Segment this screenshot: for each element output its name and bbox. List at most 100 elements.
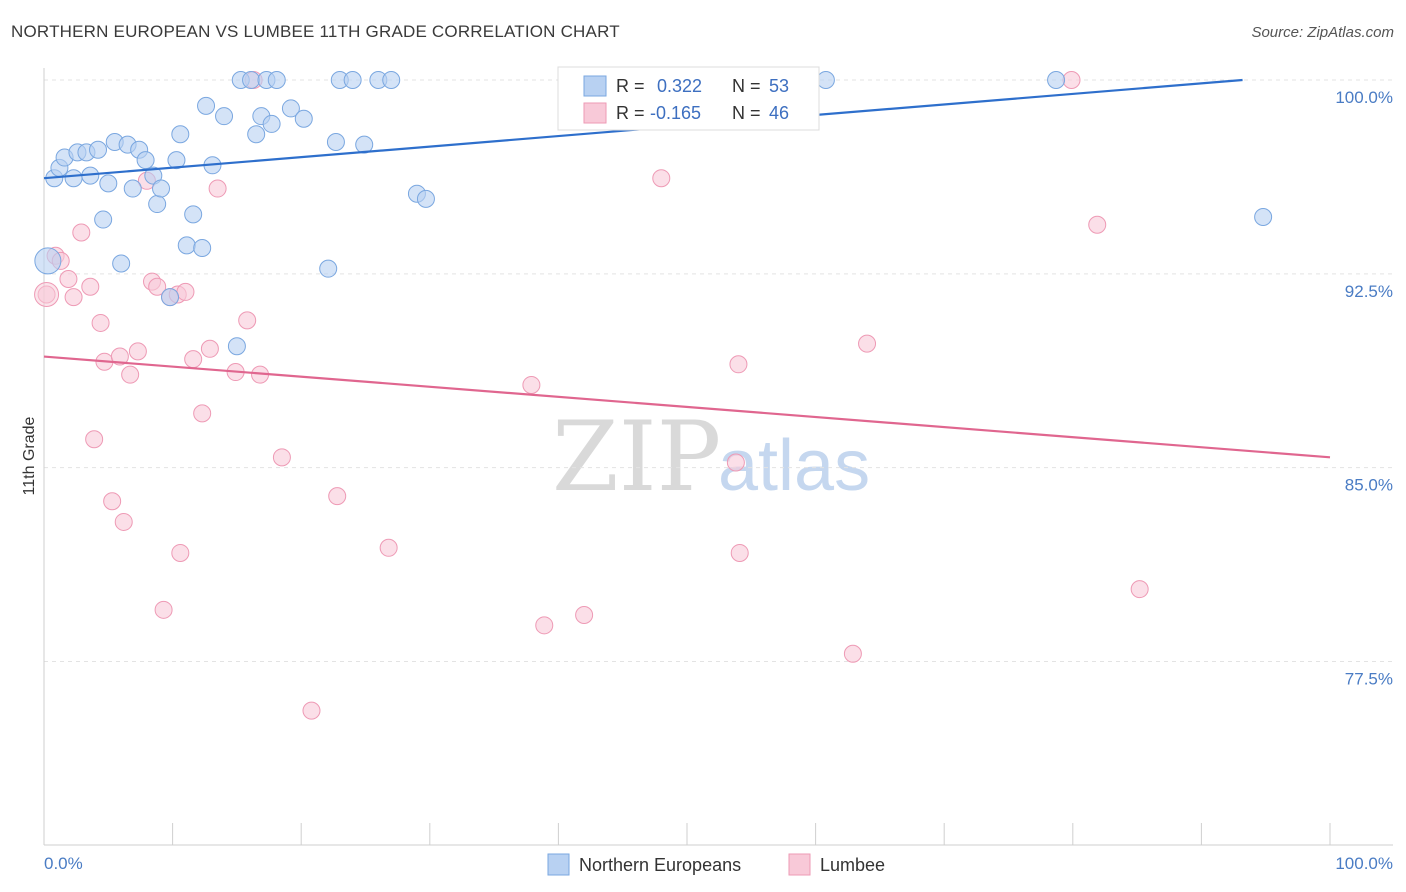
data-point-northern-europeans xyxy=(193,238,212,257)
data-point-northern-europeans xyxy=(184,205,203,224)
data-point-lumbee xyxy=(535,616,554,635)
data-point-lumbee xyxy=(72,223,91,242)
data-point-northern-europeans xyxy=(136,151,155,170)
data-point-northern-europeans xyxy=(294,109,313,128)
legend-n-label-2: N = xyxy=(732,103,761,123)
series-lumbee-points xyxy=(34,71,1149,720)
data-point-northern-europeans xyxy=(123,179,142,198)
data-point-lumbee xyxy=(171,543,190,562)
data-point-northern-europeans xyxy=(416,189,435,208)
data-point-lumbee xyxy=(85,430,104,449)
data-point-lumbee xyxy=(843,644,862,663)
data-point-lumbee xyxy=(59,270,78,289)
data-point-northern-europeans xyxy=(281,99,300,118)
data-point-lumbee xyxy=(110,347,129,366)
bottom-legend-swatch-lumbee xyxy=(788,853,811,876)
data-point-northern-europeans xyxy=(99,174,118,193)
data-point-lumbee xyxy=(121,365,140,384)
data-point-lumbee xyxy=(193,404,212,423)
data-point-northern-europeans xyxy=(1047,71,1066,89)
y-tick-label: 100.0% xyxy=(1335,88,1393,107)
data-point-northern-europeans xyxy=(171,125,190,144)
data-point-lumbee xyxy=(208,179,227,198)
data-point-northern-europeans xyxy=(148,195,167,214)
data-point-lumbee xyxy=(302,701,321,720)
series-northern-europeans-points xyxy=(34,71,1273,356)
data-point-northern-europeans xyxy=(64,169,83,188)
legend-r-value-1: 0.322 xyxy=(657,76,702,96)
x-ticks xyxy=(43,823,1331,845)
data-point-lumbee xyxy=(200,339,219,358)
data-point-lumbee xyxy=(1130,580,1149,599)
data-point-lumbee xyxy=(238,311,257,330)
data-point-northern-europeans xyxy=(382,71,401,89)
data-point-lumbee xyxy=(148,277,167,296)
bottom-legend-lumbee: Lumbee xyxy=(820,855,885,875)
x-tick-label-max: 100.0% xyxy=(1335,854,1393,873)
y-axis-label: 11th Grade xyxy=(21,416,38,495)
trend-line-lumbee xyxy=(43,355,1331,459)
data-point-lumbee xyxy=(726,453,745,472)
data-point-lumbee xyxy=(34,282,60,308)
data-point-lumbee xyxy=(154,600,173,619)
data-point-northern-europeans xyxy=(197,96,216,115)
legend-r-label-2: R = xyxy=(616,103,645,123)
data-point-lumbee xyxy=(1062,71,1081,89)
legend-n-value-1: 53 xyxy=(769,76,789,96)
data-point-lumbee xyxy=(328,487,347,506)
data-point-northern-europeans xyxy=(227,337,246,356)
data-point-northern-europeans xyxy=(816,71,835,89)
legend: R = 0.322 N = 53 R = -0.165 N = 46 xyxy=(557,66,820,131)
data-point-lumbee xyxy=(128,342,147,361)
chart-title: NORTHERN EUROPEAN VS LUMBEE 11TH GRADE C… xyxy=(11,22,620,41)
y-tick-label: 92.5% xyxy=(1345,282,1393,301)
y-tick-labels: 100.0% 92.5% 85.0% 77.5% xyxy=(1335,88,1393,689)
data-point-northern-europeans xyxy=(177,236,196,255)
data-point-lumbee xyxy=(379,538,398,557)
data-point-northern-europeans xyxy=(112,254,131,273)
data-point-lumbee xyxy=(176,282,195,301)
x-tick-label-min: 0.0% xyxy=(44,854,83,873)
gridlines xyxy=(44,79,1393,663)
data-point-northern-europeans xyxy=(215,107,234,126)
data-point-northern-europeans xyxy=(355,135,374,154)
data-point-northern-europeans xyxy=(247,125,266,144)
data-point-lumbee xyxy=(64,288,83,307)
data-point-northern-europeans xyxy=(262,114,281,133)
data-point-northern-europeans xyxy=(89,140,108,159)
data-point-lumbee xyxy=(1088,215,1107,234)
axes xyxy=(43,68,1393,846)
data-point-lumbee xyxy=(114,512,133,531)
data-point-lumbee xyxy=(272,448,291,467)
legend-swatch-lumbee xyxy=(583,102,607,124)
data-point-lumbee xyxy=(729,355,748,374)
data-point-northern-europeans xyxy=(161,288,180,307)
source-label: Source: ZipAtlas.com xyxy=(1251,24,1394,41)
legend-n-value-2: 46 xyxy=(769,103,789,123)
data-point-northern-europeans xyxy=(319,259,338,278)
watermark: ZIP atlas xyxy=(552,401,870,513)
data-point-lumbee xyxy=(81,277,100,296)
data-point-northern-europeans xyxy=(167,151,186,170)
data-point-lumbee xyxy=(184,350,203,369)
data-point-lumbee xyxy=(652,169,671,188)
legend-n-label-1: N = xyxy=(732,76,761,96)
legend-r-value-2: -0.165 xyxy=(650,103,701,123)
data-point-northern-europeans xyxy=(242,71,261,89)
bottom-legend-swatch-northern-europeans xyxy=(547,853,570,876)
data-point-northern-europeans xyxy=(94,210,113,229)
bottom-legend: Northern Europeans Lumbee xyxy=(547,853,885,876)
data-point-northern-europeans xyxy=(326,133,345,152)
data-point-northern-europeans xyxy=(343,71,362,89)
data-point-northern-europeans xyxy=(267,71,286,89)
watermark-zip: ZIP xyxy=(552,401,721,513)
data-point-northern-europeans xyxy=(34,247,62,275)
data-point-lumbee xyxy=(858,334,877,353)
legend-swatch-northern-europeans xyxy=(583,75,607,97)
legend-r-label-1: R = xyxy=(616,76,645,96)
y-tick-label: 85.0% xyxy=(1345,476,1393,495)
data-point-northern-europeans xyxy=(152,179,171,198)
y-tick-label: 77.5% xyxy=(1345,670,1393,689)
data-point-lumbee xyxy=(575,605,594,624)
